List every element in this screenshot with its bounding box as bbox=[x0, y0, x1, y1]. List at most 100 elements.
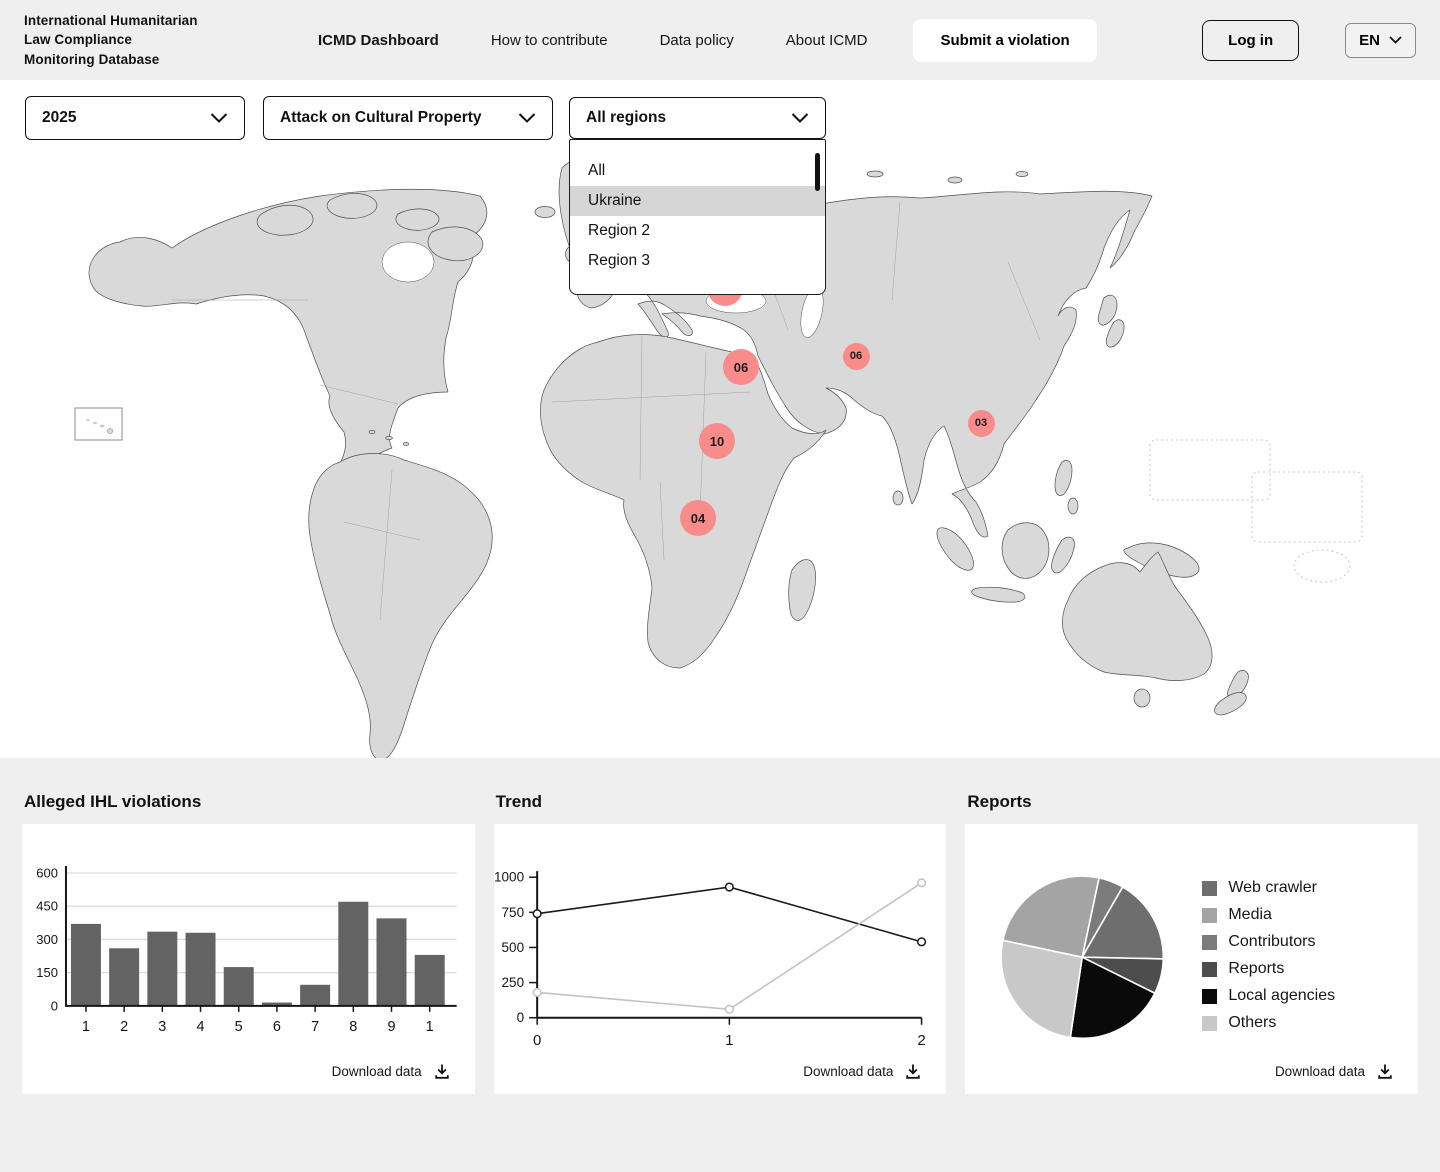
map-marker[interactable]: 04 bbox=[680, 500, 716, 536]
trend-line-chart-panel: 0 250 500 750 1000 0 1 2 Download data bbox=[493, 824, 947, 1094]
svg-text:300: 300 bbox=[36, 932, 58, 947]
svg-text:1000: 1000 bbox=[494, 870, 524, 885]
reports-column: Reports Web crawler Media Contributors Repo… bbox=[965, 792, 1419, 1172]
pie-legend: Web crawler Media Contributors Reports Local… bbox=[1202, 879, 1336, 1042]
legend-swatch bbox=[1202, 934, 1218, 950]
svg-text:2: 2 bbox=[120, 1019, 128, 1035]
brand-line-2: Law Compliance bbox=[24, 32, 132, 48]
legend-row: Web crawler bbox=[1202, 879, 1335, 896]
trend-panel-title: Trend bbox=[495, 792, 542, 811]
legend-swatch bbox=[1202, 907, 1218, 923]
legend-row: Local agencies bbox=[1202, 987, 1336, 1004]
language-selector[interactable]: EN bbox=[1345, 22, 1416, 58]
legend-label: Local agencies bbox=[1228, 987, 1336, 1004]
legend-label: Web crawler bbox=[1228, 879, 1317, 896]
nav-icmd-dashboard[interactable]: ICMD Dashboard bbox=[318, 31, 439, 49]
trend-download-button[interactable]: Download data bbox=[803, 1062, 922, 1080]
charts-section: Alleged IHL violations 0 150 300 450 600 1 2 3 4… bbox=[0, 758, 1440, 1172]
svg-text:150: 150 bbox=[36, 965, 58, 980]
map-south-america bbox=[308, 453, 493, 758]
legend-label: Contributors bbox=[1228, 933, 1316, 950]
region-filter-select[interactable]: All regions bbox=[569, 97, 826, 139]
svg-text:750: 750 bbox=[501, 905, 524, 920]
download-icon bbox=[1378, 1064, 1392, 1079]
legend-row: Reports bbox=[1202, 960, 1335, 977]
svg-text:6: 6 bbox=[273, 1019, 281, 1035]
violations-column: Alleged IHL violations 0 150 300 450 600 1 2 3 4… bbox=[22, 792, 475, 1172]
legend-row: Others bbox=[1202, 1014, 1335, 1031]
violations-bar-chart-panel: 0 150 300 450 600 1 2 3 4 5 6 7 8 9 1 Download data bbox=[22, 824, 475, 1094]
dropdown-scrollbar[interactable] bbox=[815, 153, 820, 191]
svg-text:9: 9 bbox=[387, 1019, 395, 1035]
brand-line-3: Monitoring Database bbox=[24, 51, 160, 67]
map-north-america bbox=[88, 188, 488, 501]
region-option-region-3[interactable]: Region 3 bbox=[588, 252, 651, 269]
login-button[interactable]: Log in bbox=[1202, 19, 1300, 61]
violations-bar-chart: 0 150 300 450 600 1 2 3 4 5 6 7 8 9 1 bbox=[36, 865, 457, 1035]
reports-download-button[interactable]: Download data bbox=[1275, 1062, 1394, 1080]
year-filter-value: 2025 bbox=[42, 109, 77, 126]
brand-logo: International Humanitarian Law Complianc… bbox=[24, 11, 240, 70]
world-map-section: 06 06 10 04 03 2025 Attack on Cultural Prope… bbox=[0, 80, 1440, 758]
svg-text:1: 1 bbox=[725, 1032, 733, 1049]
svg-text:1: 1 bbox=[426, 1019, 434, 1035]
svg-text:600: 600 bbox=[36, 865, 58, 880]
download-label: Download data bbox=[331, 1063, 422, 1079]
brand-line-1: International Humanitarian bbox=[24, 12, 198, 28]
hawaii-inset bbox=[74, 407, 123, 441]
legend-label: Reports bbox=[1228, 960, 1285, 977]
nav-how-to-contribute[interactable]: How to contribute bbox=[490, 31, 608, 49]
legend-swatch bbox=[1202, 961, 1218, 977]
svg-text:3: 3 bbox=[158, 1019, 166, 1035]
language-label: EN bbox=[1359, 31, 1380, 49]
reports-pie-chart bbox=[1000, 875, 1165, 1040]
svg-text:0: 0 bbox=[51, 998, 58, 1013]
top-navbar: International Humanitarian Law Complianc… bbox=[0, 0, 1440, 80]
svg-text:4: 4 bbox=[197, 1019, 205, 1035]
region-option-ukraine[interactable]: Ukraine bbox=[570, 186, 825, 216]
main-nav: ICMD Dashboard How to contribute Data po… bbox=[318, 32, 867, 49]
nav-data-policy[interactable]: Data policy bbox=[659, 31, 734, 49]
legend-swatch bbox=[1202, 988, 1218, 1004]
reports-panel-title: Reports bbox=[967, 792, 1032, 811]
trend-line-chart: 0 250 500 750 1000 0 1 2 bbox=[494, 870, 926, 1049]
year-filter-select[interactable]: 2025 bbox=[25, 96, 245, 140]
svg-text:0: 0 bbox=[533, 1032, 541, 1049]
map-marker[interactable]: 06 bbox=[723, 349, 759, 385]
submit-violation-button[interactable]: Submit a violation bbox=[913, 18, 1097, 62]
map-marker[interactable]: 03 bbox=[967, 409, 995, 437]
svg-text:250: 250 bbox=[501, 975, 524, 990]
legend-label: Others bbox=[1228, 1014, 1277, 1031]
violations-download-button[interactable]: Download data bbox=[332, 1062, 451, 1080]
svg-text:5: 5 bbox=[235, 1019, 243, 1035]
region-option-all[interactable]: All bbox=[588, 162, 606, 179]
legend-row: Contributors bbox=[1202, 933, 1335, 950]
download-label: Download data bbox=[803, 1063, 894, 1079]
svg-text:0: 0 bbox=[516, 1010, 524, 1025]
legend-row: Media bbox=[1202, 906, 1335, 923]
download-label: Download data bbox=[1274, 1063, 1366, 1079]
svg-text:450: 450 bbox=[36, 899, 58, 914]
map-madagascar bbox=[788, 559, 816, 621]
region-dropdown-list: All Ukraine Region 2 Region 3 bbox=[569, 139, 826, 295]
chevron-down-icon bbox=[791, 113, 809, 123]
violation-type-filter-value: Attack on Cultural Property bbox=[280, 109, 482, 126]
map-marker[interactable]: 10 bbox=[699, 423, 735, 459]
svg-text:7: 7 bbox=[311, 1019, 319, 1035]
chevron-down-icon bbox=[518, 113, 536, 123]
reports-pie-chart-panel: Web crawler Media Contributors Reports Local… bbox=[965, 824, 1419, 1094]
chevron-down-icon bbox=[210, 113, 228, 123]
svg-text:500: 500 bbox=[501, 940, 524, 955]
violation-type-filter-select[interactable]: Attack on Cultural Property bbox=[263, 96, 553, 140]
legend-swatch bbox=[1202, 880, 1218, 896]
map-marker[interactable]: 06 bbox=[842, 342, 870, 370]
nav-about-icmd[interactable]: About ICMD bbox=[785, 31, 868, 49]
region-option-region-2[interactable]: Region 2 bbox=[588, 222, 651, 239]
svg-text:1: 1 bbox=[82, 1019, 90, 1035]
svg-text:2: 2 bbox=[917, 1032, 925, 1049]
map-africa bbox=[540, 334, 827, 669]
download-icon bbox=[434, 1064, 449, 1079]
download-icon bbox=[906, 1064, 921, 1079]
trend-column: Trend 0 250 500 750 1000 0 1 2 Download data bbox=[493, 792, 947, 1172]
legend-swatch bbox=[1202, 1015, 1218, 1031]
